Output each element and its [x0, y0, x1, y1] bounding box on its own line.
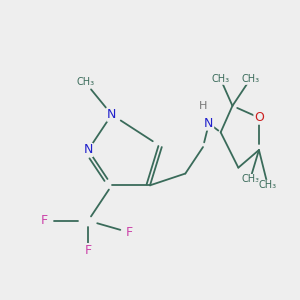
Text: N: N	[83, 143, 93, 157]
Text: N: N	[107, 108, 116, 121]
Text: CH₃: CH₃	[241, 174, 259, 184]
Text: F: F	[40, 214, 48, 227]
Text: CH₃: CH₃	[212, 74, 230, 84]
Text: CH₃: CH₃	[76, 77, 94, 87]
Text: CH₃: CH₃	[259, 180, 277, 190]
Text: H: H	[199, 101, 207, 111]
Text: F: F	[85, 244, 92, 256]
Text: N: N	[204, 117, 214, 130]
Text: F: F	[126, 226, 133, 239]
Text: CH₃: CH₃	[241, 74, 259, 84]
Text: O: O	[254, 111, 264, 124]
